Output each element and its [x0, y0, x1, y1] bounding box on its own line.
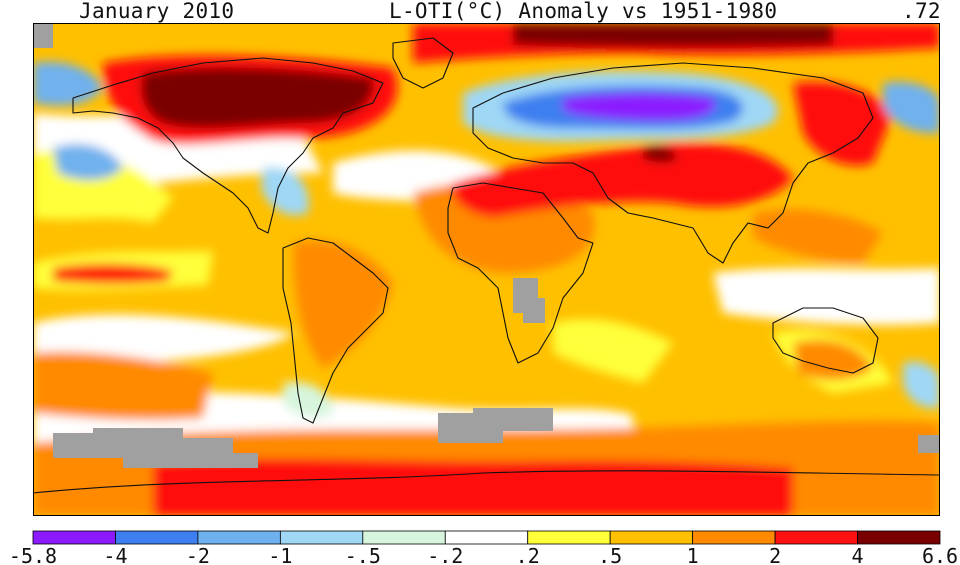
anomaly-band-hot: [452, 142, 793, 218]
missing-data-region: [438, 408, 553, 443]
anomaly-band-hot: [153, 458, 793, 516]
anomaly-map: [33, 23, 940, 516]
coastline-eurasia: [472, 62, 874, 264]
legend-tick-label: .2: [516, 544, 540, 565]
legend-swatch: [444, 530, 529, 545]
map-border: [33, 23, 940, 516]
legend-tick-label: -5.8: [9, 544, 57, 565]
anomaly-band-warm: [753, 209, 883, 263]
anomaly-band-cold: [283, 382, 333, 418]
map-title: L-OTI(°C) Anomaly vs 1951-1980: [389, 0, 778, 23]
coastline-greenland: [392, 37, 454, 89]
coastline-north-america: [72, 57, 384, 234]
anomaly-band-extreme: [513, 23, 833, 48]
legend-tick-label: -.5: [345, 544, 381, 565]
legend-swatch: [527, 530, 611, 545]
anomaly-band-warm: [293, 240, 393, 368]
missing-data-region: [513, 278, 545, 323]
global-mean-anomaly: .72: [902, 0, 941, 23]
anomaly-band-cold: [903, 361, 940, 409]
coastline-antarctica: [33, 470, 940, 494]
anomaly-field: [33, 23, 940, 516]
missing-data-region: [53, 428, 258, 468]
legend-swatch: [857, 530, 941, 545]
coastline-south-america: [282, 237, 389, 424]
anomaly-band-cold: [563, 92, 716, 121]
anomaly-band-cold: [53, 144, 123, 180]
color-legend: -5.8 -4 -2 -1 -.5 -.2 .2 .5 1 2 4 6.6: [9, 530, 958, 565]
legend-tick-label: 2: [769, 544, 781, 565]
missing-data-region: [33, 23, 53, 48]
legend-swatch: [115, 530, 199, 545]
map-date: January 2010: [79, 0, 235, 23]
legend-tick-label: 4: [852, 544, 864, 565]
anomaly-band-warm: [33, 351, 213, 421]
legend-tick-label: 6.6: [922, 544, 958, 565]
anomaly-band-neutral: [713, 268, 940, 325]
missing-data-region: [918, 435, 940, 453]
legend-tick-label: .5: [598, 544, 622, 565]
anomaly-band-hot: [53, 263, 173, 284]
coastline-australia: [772, 307, 879, 374]
anomaly-band-cold: [33, 61, 103, 106]
anomaly-band-extreme: [141, 67, 374, 128]
legend-tick-label: -2: [186, 544, 210, 565]
legend-swatch: [774, 530, 858, 545]
anomaly-band-extreme: [643, 145, 678, 163]
anomaly-band-hot: [793, 81, 893, 166]
anomaly-band-cold: [261, 167, 309, 216]
anomaly-band-neutral: [33, 314, 293, 364]
anomaly-band-neutral: [553, 319, 673, 383]
anomaly-band-cold: [883, 81, 940, 134]
legend-swatch: [32, 530, 116, 545]
legend-tick-label: -4: [103, 544, 127, 565]
legend-swatch: [692, 530, 776, 545]
legend-swatch: [279, 530, 364, 545]
map-header: January 2010 L-OTI(°C) Anomaly vs 1951-1…: [0, 0, 960, 24]
legend-tick-label: -.2: [427, 544, 463, 565]
coastlines: [33, 37, 940, 494]
legend-swatch: [197, 530, 281, 545]
legend-swatch: [609, 530, 694, 545]
legend-tick-label: -1: [268, 544, 292, 565]
anomaly-band-warm: [793, 339, 873, 380]
coastline-africa: [447, 182, 594, 364]
legend-tick-label: 1: [687, 544, 699, 565]
legend-swatch: [362, 530, 446, 545]
